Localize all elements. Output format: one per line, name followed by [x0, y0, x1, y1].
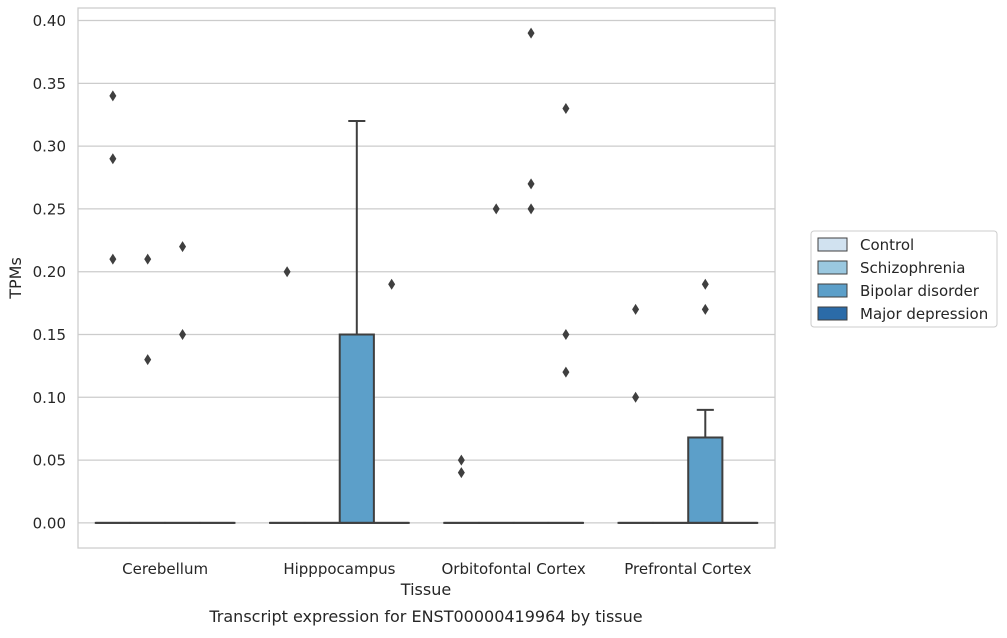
box-group [340, 121, 374, 523]
box [688, 437, 722, 522]
legend: Control Schizophrenia Bipolar disorder Majo… [811, 231, 997, 327]
box-group [270, 266, 304, 523]
outlier-point [562, 367, 569, 378]
outlier-point [284, 266, 291, 277]
outlier-point [144, 354, 151, 365]
outlier-point [528, 203, 535, 214]
legend-label: Control [860, 236, 914, 254]
y-tick-labels: 0.00 0.05 0.10 0.15 0.20 0.25 0.30 0.35 0.40 [33, 12, 66, 532]
box-group [688, 279, 722, 523]
x-tick-label: Hipppocampus [283, 560, 395, 578]
box-group [514, 28, 548, 523]
outlier-point [109, 153, 116, 164]
legend-label: Schizophrenia [860, 259, 965, 277]
x-tick-labels: Cerebellum Hipppocampus Orbitofontal Corte… [122, 560, 751, 578]
x-tick-label: Orbitofontal Cortex [442, 560, 586, 578]
legend-swatch [818, 238, 847, 251]
legend-label: Bipolar disorder [860, 282, 980, 300]
y-tick-label: 0.35 [33, 75, 66, 93]
plot-frame [78, 8, 775, 548]
outlier-point [702, 279, 709, 290]
box-group [444, 455, 478, 523]
outlier-point [144, 254, 151, 265]
y-tick-label: 0.10 [33, 389, 66, 407]
outlier-point [179, 241, 186, 252]
box-marks [96, 28, 757, 523]
outlier-point [109, 254, 116, 265]
outlier-point [528, 28, 535, 39]
outlier-point [702, 304, 709, 315]
box-group [165, 241, 199, 523]
grid-layer [78, 21, 775, 523]
y-tick-label: 0.20 [33, 263, 66, 281]
outlier-point [458, 467, 465, 478]
box-group [619, 304, 653, 523]
box-group [131, 254, 165, 523]
outlier-point [562, 103, 569, 114]
x-axis-label: Tissue [400, 580, 451, 599]
y-axis-label: TPMs [6, 257, 25, 300]
legend-label: Major depression [860, 305, 988, 323]
outlier-point [632, 304, 639, 315]
chart-title: Transcript expression for ENST0000041996… [208, 607, 642, 626]
outlier-point [109, 90, 116, 101]
legend-swatch [818, 284, 847, 297]
y-tick-label: 0.40 [33, 12, 66, 30]
y-tick-label: 0.00 [33, 514, 66, 532]
x-tick-label: Cerebellum [122, 560, 208, 578]
y-tick-label: 0.30 [33, 138, 66, 156]
y-tick-label: 0.25 [33, 200, 66, 218]
box-group [375, 279, 409, 523]
outlier-point [632, 392, 639, 403]
outlier-point [493, 203, 500, 214]
outlier-point [388, 279, 395, 290]
y-tick-label: 0.05 [33, 452, 66, 470]
outlier-point [179, 329, 186, 340]
outlier-point [528, 178, 535, 189]
x-tick-label: Prefrontal Cortex [624, 560, 751, 578]
outlier-point [562, 329, 569, 340]
box-group [479, 203, 513, 522]
box-group [96, 90, 130, 522]
y-tick-label: 0.15 [33, 326, 66, 344]
legend-swatch [818, 261, 847, 274]
box [340, 335, 374, 523]
outlier-point [458, 455, 465, 466]
legend-swatch [818, 307, 847, 320]
